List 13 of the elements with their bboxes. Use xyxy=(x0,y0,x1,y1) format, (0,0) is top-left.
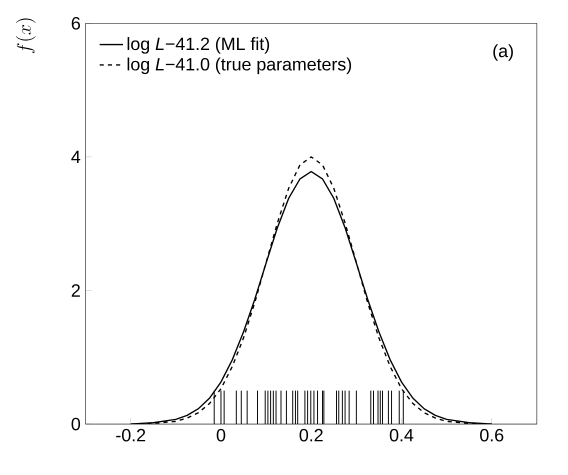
annotation: (a) xyxy=(493,44,513,61)
legend-label: log L−41.0 (true parameters) xyxy=(128,58,352,74)
legend-label: log L−41.2 (ML fit) xyxy=(128,37,270,54)
x-tick-label: 0 xyxy=(216,429,226,442)
x-tick-label: 0.2 xyxy=(300,429,323,442)
y-tick-label: 2 xyxy=(72,284,80,297)
x-tick-label: -0.2 xyxy=(116,429,146,442)
y-tick-label: 6 xyxy=(72,17,80,30)
x-tick-label: 0.4 xyxy=(390,429,414,442)
y-axis-title: $f(x)$ xyxy=(16,18,36,54)
x-tick-label: 0.6 xyxy=(480,429,504,442)
y-tick-label: 0 xyxy=(72,418,80,431)
y-tick-label: 4 xyxy=(71,150,80,164)
